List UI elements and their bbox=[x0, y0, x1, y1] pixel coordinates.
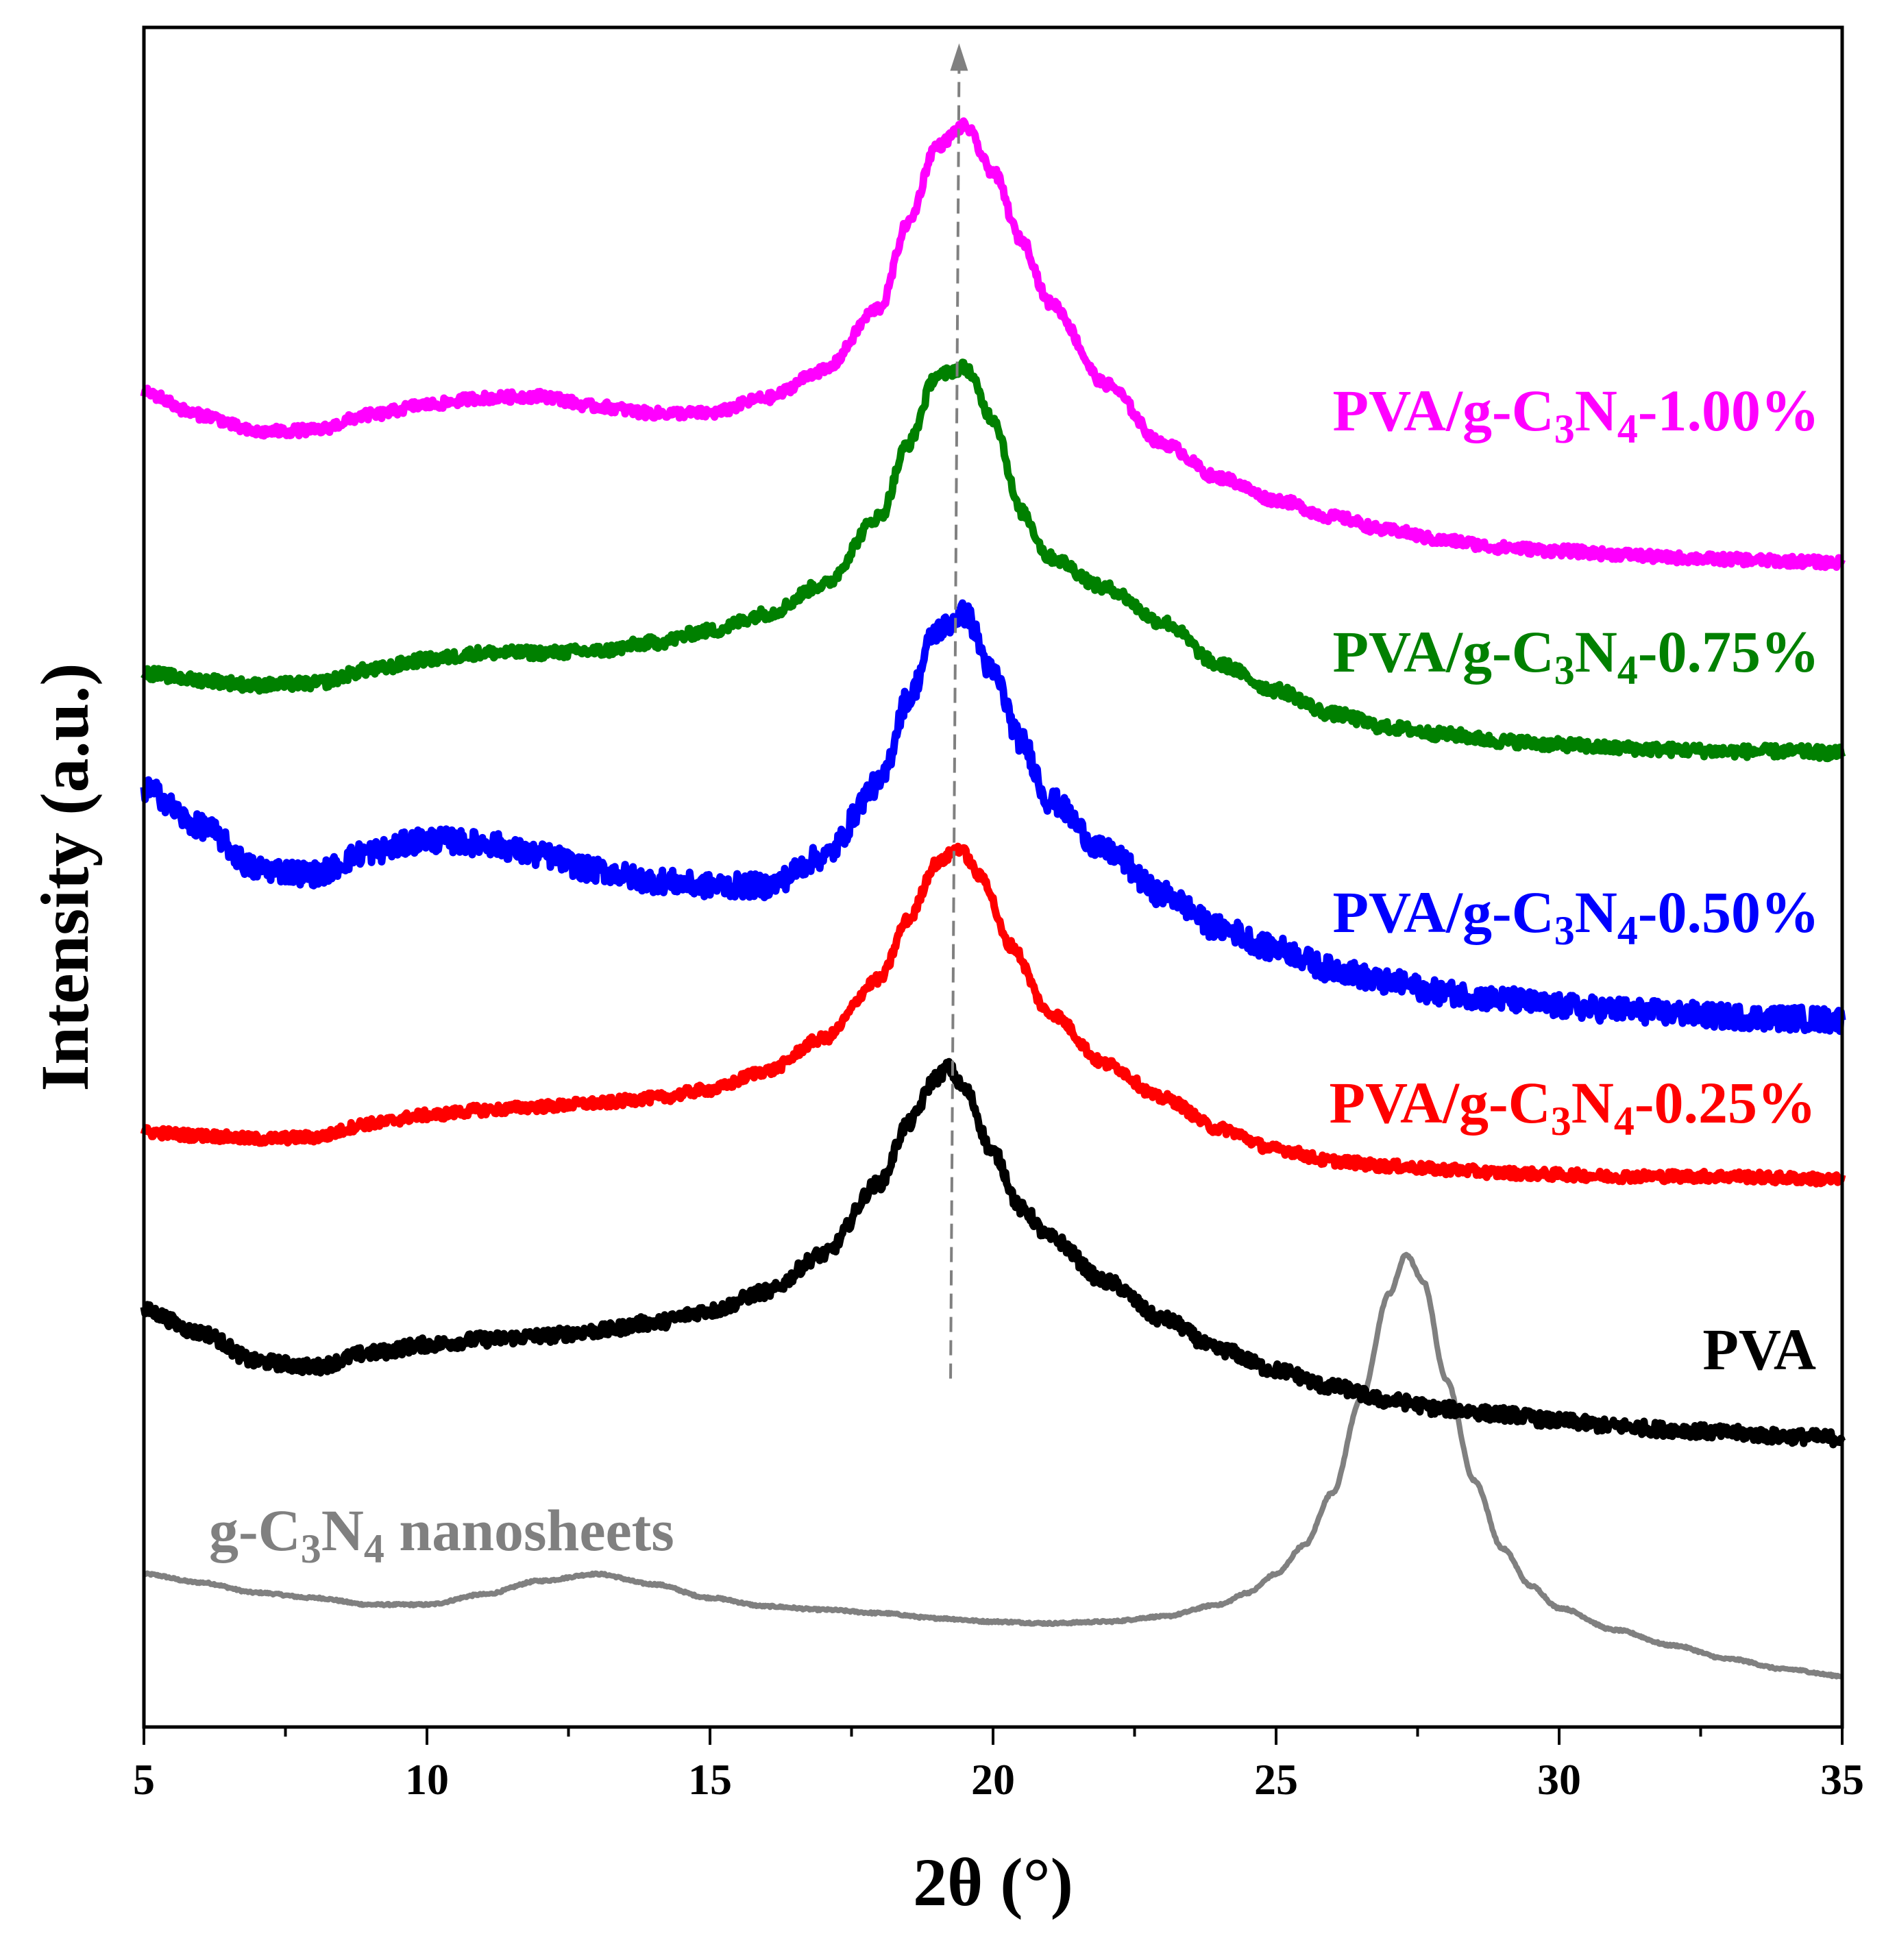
y-axis-title: Intensity (a.u.) bbox=[27, 663, 103, 1091]
series-label-5: PVA/g-C3N4-1.00% bbox=[1332, 378, 1820, 452]
dashed-arrow-line bbox=[949, 64, 961, 1379]
series-label-0: g-C3N4 nanosheets bbox=[209, 1497, 674, 1571]
series-label-2: PVA/g-C3N4-0.25% bbox=[1329, 1070, 1816, 1144]
dashed-arrow-head bbox=[950, 43, 968, 71]
series-line-1 bbox=[140, 1057, 1846, 1449]
series-line-4 bbox=[140, 358, 1846, 763]
x-tick-label: 25 bbox=[1254, 1755, 1298, 1804]
series-layer bbox=[140, 117, 1846, 1680]
x-tick-label: 10 bbox=[405, 1755, 449, 1804]
x-tick-label: 15 bbox=[688, 1755, 732, 1804]
series-labels: g-C3N4 nanosheets PVA PVA/g-C3N4-0.25% PVA/… bbox=[209, 378, 1820, 1571]
x-axis-title: 2θ (°) bbox=[913, 1844, 1073, 1920]
series-line-3 bbox=[140, 599, 1846, 1036]
x-tick-label: 20 bbox=[971, 1755, 1015, 1804]
series-line-2 bbox=[140, 842, 1846, 1188]
x-tick-label: 30 bbox=[1537, 1755, 1581, 1804]
series-label-4: PVA/g-C3N4-0.75% bbox=[1332, 619, 1820, 693]
series-line-0 bbox=[142, 1251, 1844, 1680]
series-label-1: PVA bbox=[1702, 1316, 1816, 1382]
series-line-5 bbox=[140, 117, 1846, 572]
x-tick-label: 35 bbox=[1820, 1755, 1864, 1804]
x-axis-ticks: 5 10 15 20 25 30 35 bbox=[133, 1727, 1864, 1804]
series-label-3: PVA/g-C3N4-0.50% bbox=[1332, 879, 1820, 953]
annotation-layer bbox=[949, 43, 968, 1379]
x-tick-label: 5 bbox=[133, 1755, 155, 1804]
